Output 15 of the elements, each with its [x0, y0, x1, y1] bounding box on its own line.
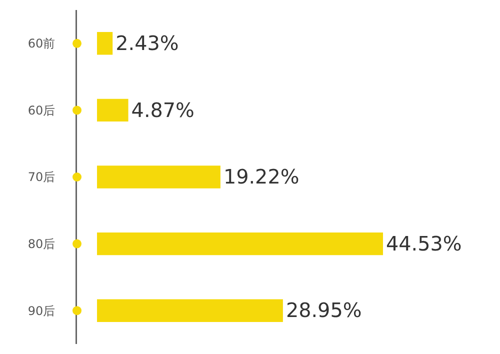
y-tick-label: 60前 [28, 36, 56, 51]
data-label: 28.95% [286, 299, 362, 322]
bar [97, 232, 383, 256]
y-tick-label: 90后 [28, 304, 56, 318]
y-tick-label: 70后 [28, 170, 56, 184]
y-tick-label: 80后 [28, 237, 56, 251]
y-tick-label: 60后 [28, 103, 56, 118]
bar [97, 166, 220, 188]
bar [97, 32, 113, 55]
bar [97, 299, 283, 322]
data-label: 4.87% [131, 98, 194, 122]
data-label: 44.53% [386, 232, 462, 256]
bar [97, 98, 128, 122]
data-label: 2.43% [116, 32, 179, 56]
data-label: 19.22% [223, 166, 300, 189]
